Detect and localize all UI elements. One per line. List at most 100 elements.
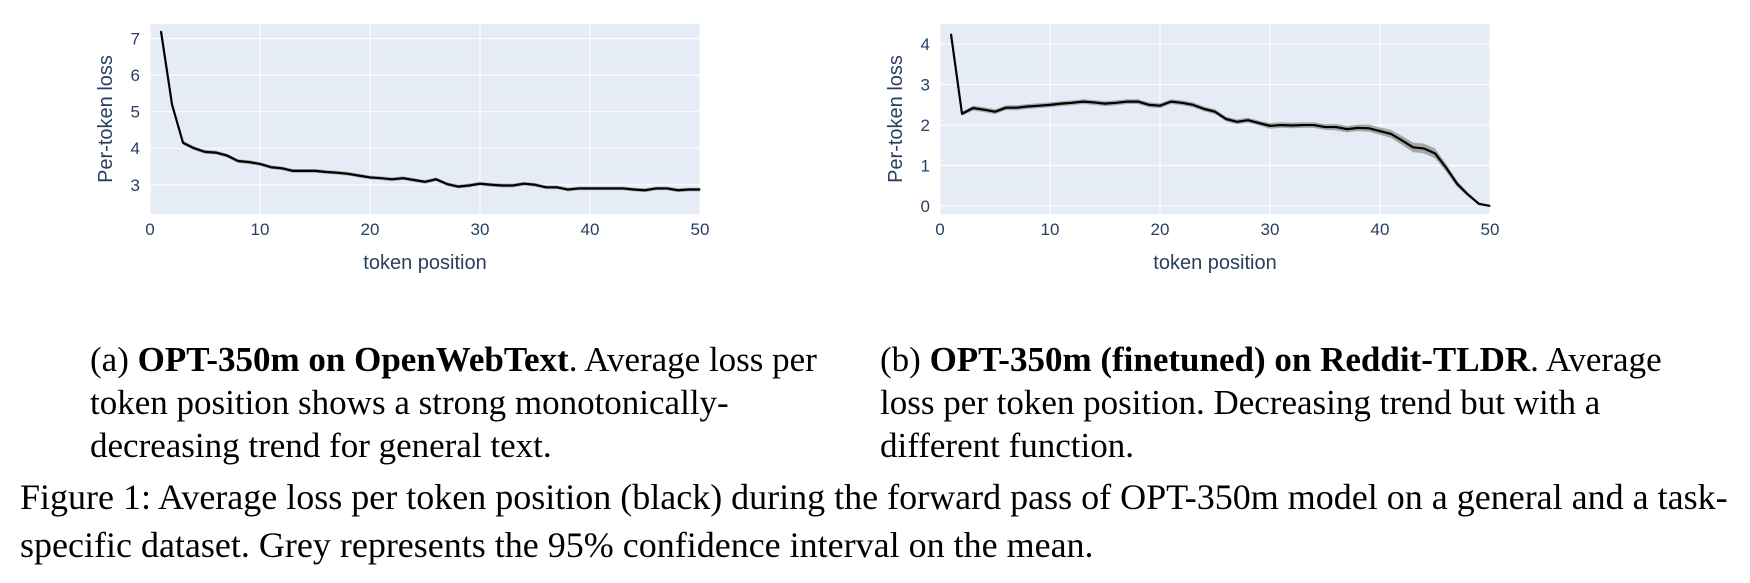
data-point xyxy=(1478,203,1480,205)
subcaption-a-prefix: (a) xyxy=(90,340,138,379)
y-axis-label: Per-token loss xyxy=(95,55,117,183)
data-point xyxy=(1049,104,1051,106)
data-point xyxy=(182,142,184,144)
data-point xyxy=(336,172,338,174)
data-point xyxy=(1038,105,1040,107)
mean-loss-line xyxy=(949,33,1491,207)
data-point xyxy=(578,187,580,190)
data-point xyxy=(1181,102,1183,104)
data-point xyxy=(1225,118,1227,120)
data-point xyxy=(983,109,985,111)
x-axis-label: token position xyxy=(1153,252,1276,274)
mean-loss-line xyxy=(159,31,700,192)
data-point xyxy=(270,166,272,168)
data-point xyxy=(160,30,162,32)
x-tick-label: 40 xyxy=(1371,220,1390,239)
data-point xyxy=(402,177,404,179)
data-point xyxy=(1192,104,1194,106)
y-tick-label: 3 xyxy=(131,176,140,195)
data-point xyxy=(1456,183,1458,185)
data-point xyxy=(226,154,228,157)
data-point xyxy=(193,147,195,149)
data-point xyxy=(369,176,371,179)
y-tick-label: 5 xyxy=(131,103,140,122)
data-point xyxy=(688,188,690,191)
data-point xyxy=(512,184,514,187)
subcaption-b-title: OPT-350m (finetuned) on Reddit-TLDR xyxy=(929,340,1531,379)
data-point xyxy=(1280,124,1282,126)
data-point xyxy=(1412,146,1414,148)
x-tick-label: 10 xyxy=(1041,220,1060,239)
data-point xyxy=(479,183,481,185)
chart-reddit-tldr: 0 10 20 30 40 50 0 1 2 3 4 token position Per-token … xyxy=(880,0,1600,310)
data-point xyxy=(237,160,239,162)
y-tick-label: 2 xyxy=(921,116,930,135)
data-point xyxy=(1346,128,1348,130)
data-point xyxy=(1423,147,1425,150)
data-point xyxy=(1104,103,1106,105)
y-tick-label: 6 xyxy=(131,66,140,85)
data-point xyxy=(259,163,261,165)
x-tick-label: 20 xyxy=(361,220,380,239)
data-point xyxy=(1148,104,1150,106)
data-point xyxy=(655,187,657,190)
y-tick-label: 4 xyxy=(131,139,140,158)
data-point xyxy=(1214,111,1216,113)
data-point xyxy=(534,184,536,186)
data-point xyxy=(292,170,294,172)
data-point xyxy=(1071,102,1073,104)
data-point xyxy=(171,103,173,105)
data-point xyxy=(303,170,305,172)
data-point xyxy=(215,152,217,154)
plot-area xyxy=(940,24,1490,214)
data-point xyxy=(248,161,250,163)
data-point xyxy=(314,170,316,172)
data-point xyxy=(567,188,569,191)
data-point xyxy=(644,189,646,191)
x-tick-label: 30 xyxy=(1261,220,1280,239)
data-point xyxy=(1027,105,1029,108)
subcaption-a-text: . Average loss per token position shows … xyxy=(90,340,817,465)
data-point xyxy=(961,113,963,115)
x-tick-label: 10 xyxy=(251,220,270,239)
data-point xyxy=(1390,133,1392,135)
data-point xyxy=(490,184,492,186)
data-point xyxy=(622,187,624,190)
data-point xyxy=(1368,127,1370,129)
chart-openwebtext: 0 10 20 30 40 50 3 4 5 6 7 token position Per-token … xyxy=(90,0,810,310)
data-point xyxy=(950,33,952,35)
data-point xyxy=(1467,193,1469,196)
data-point xyxy=(1489,205,1491,207)
data-point xyxy=(972,107,974,109)
data-point xyxy=(1445,166,1447,169)
data-point xyxy=(413,179,415,181)
data-point xyxy=(677,189,679,191)
data-point xyxy=(994,111,996,113)
data-point xyxy=(358,175,360,177)
data-point xyxy=(1379,130,1381,132)
data-point xyxy=(633,188,635,191)
data-point xyxy=(523,183,525,185)
data-point xyxy=(380,177,382,179)
x-tick-label: 50 xyxy=(691,220,710,239)
subcaption-a-title: OPT-350m on OpenWebText xyxy=(137,340,569,379)
data-point xyxy=(501,184,503,187)
data-point xyxy=(1159,105,1161,107)
data-point xyxy=(468,184,470,187)
subcaption-a: (a) OPT-350m on OpenWebText. Average los… xyxy=(90,338,862,467)
x-tick-label: 40 xyxy=(581,220,600,239)
data-point xyxy=(1060,103,1062,105)
data-point xyxy=(1126,101,1128,103)
data-point xyxy=(1005,107,1007,109)
data-point xyxy=(1016,107,1018,109)
data-point xyxy=(1313,124,1315,126)
data-point xyxy=(1258,122,1260,124)
data-point xyxy=(1115,102,1117,104)
data-point xyxy=(1357,127,1359,129)
subcaption-b-prefix: (b) xyxy=(880,340,930,379)
data-point xyxy=(1401,139,1403,142)
data-point xyxy=(589,187,591,190)
y-tick-label: 7 xyxy=(131,30,140,49)
data-point xyxy=(1247,119,1249,121)
data-point xyxy=(1093,101,1095,104)
